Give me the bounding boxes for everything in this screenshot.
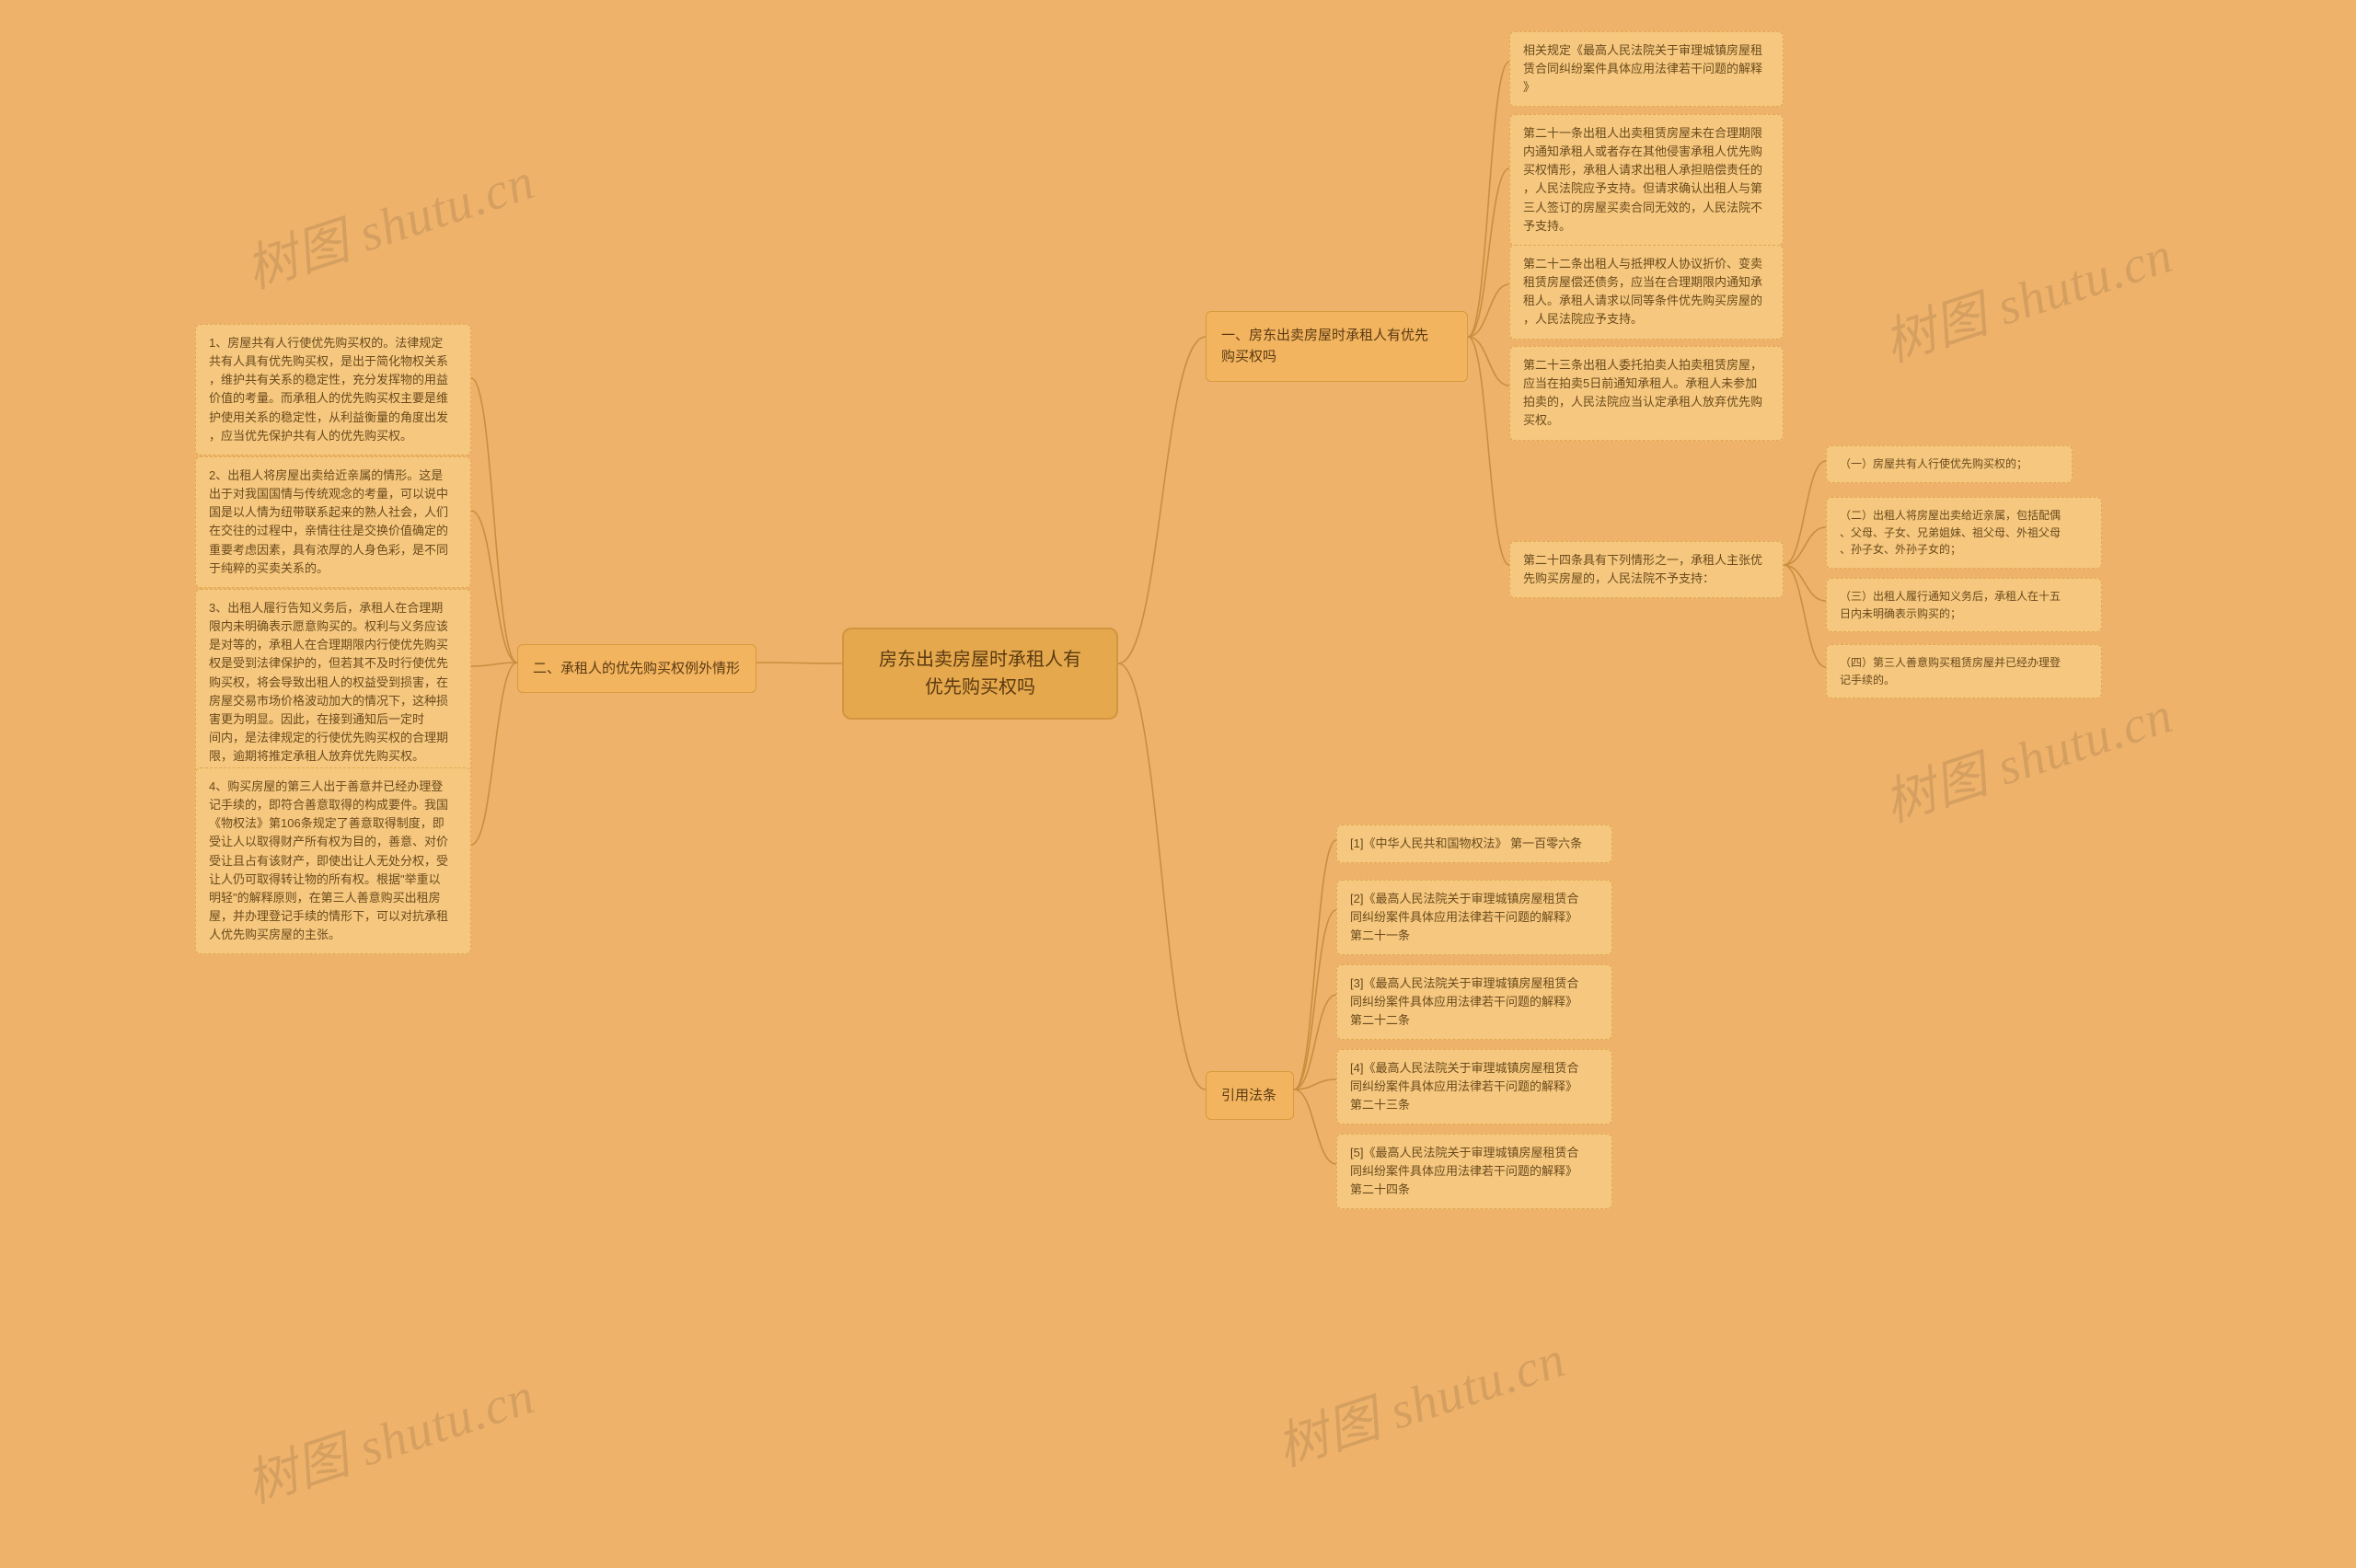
node-b2c4: 4、购买房屋的第三人出于善意并已经办理登 记手续的，即符合善意取得的构成要件。我…: [195, 767, 471, 954]
node-text: 引用法条: [1221, 1088, 1276, 1103]
node-b1c3: 第二十二条出租人与抵押权人协议折价、变卖 租赁房屋偿还债务，应当在合理期限内通知…: [1509, 245, 1784, 340]
connector: [1468, 337, 1509, 565]
connector: [1468, 168, 1509, 337]
root-node: 房东出卖房屋时承租人有 优先购买权吗: [842, 628, 1118, 720]
node-text: 第二十三条出租人委托拍卖人拍卖租赁房屋， 应当在拍卖5日前通知承租人。承租人未参…: [1523, 358, 1762, 427]
connector: [471, 663, 517, 666]
connector: [1294, 1079, 1336, 1090]
node-b2c3: 3、出租人履行告知义务后，承租人在合理期 限内未明确表示愿意购买的。权利与义务应…: [195, 589, 471, 776]
connector: [1118, 337, 1206, 663]
node-b2: 二、承租人的优先购买权例外情形: [517, 644, 756, 693]
node-b3c3: [3]《最高人民法院关于审理城镇房屋租赁合 同纠纷案件具体应用法律若干问题的解释…: [1336, 964, 1612, 1040]
node-text: 房东出卖房屋时承租人有 优先购买权吗: [879, 650, 1081, 698]
connector: [471, 511, 517, 663]
node-text: 第二十二条出租人与抵押权人协议折价、变卖 租赁房屋偿还债务，应当在合理期限内通知…: [1523, 257, 1762, 326]
node-text: 4、购买房屋的第三人出于善意并已经办理登 记手续的，即符合善意取得的构成要件。我…: [209, 779, 448, 941]
connector: [1784, 527, 1826, 565]
node-b1c5a: （一）房屋共有人行使优先购买权的；: [1826, 445, 2073, 483]
mindmap-canvas: 树图 shutu.cn 树图 shutu.cn 树图 shutu.cn 树图 shut…: [0, 0, 2356, 1568]
node-text: （二）出租人将房屋出卖给近亲属，包括配偶 、父母、子女、兄弟姐妹、祖父母、外祖父…: [1840, 509, 2061, 556]
node-text: [1]《中华人民共和国物权法》 第一百零六条: [1350, 836, 1582, 850]
node-b1c5b: （二）出租人将房屋出卖给近亲属，包括配偶 、父母、子女、兄弟姐妹、祖父母、外祖父…: [1826, 497, 2102, 569]
node-b3: 引用法条: [1206, 1071, 1294, 1120]
connector: [1468, 337, 1509, 386]
watermark: 树图 shutu.cn: [1873, 213, 2180, 377]
node-b3c4: [4]《最高人民法院关于审理城镇房屋租赁合 同纠纷案件具体应用法律若干问题的解释…: [1336, 1049, 1612, 1124]
node-text: （一）房屋共有人行使优先购买权的；: [1840, 457, 2027, 470]
node-b1c5c: （三）出租人履行通知义务后，承租人在十五 日内未明确表示购买的；: [1826, 578, 2102, 632]
connector: [1784, 565, 1826, 667]
connector: [1468, 284, 1509, 337]
node-text: [3]《最高人民法院关于审理城镇房屋租赁合 同纠纷案件具体应用法律若干问题的解释…: [1350, 976, 1578, 1027]
node-text: [2]《最高人民法院关于审理城镇房屋租赁合 同纠纷案件具体应用法律若干问题的解释…: [1350, 892, 1578, 942]
node-b1: 一、房东出卖房屋时承租人有优先 购买权吗: [1206, 311, 1468, 382]
node-text: 第二十一条出租人出卖租赁房屋未在合理期限 内通知承租人或者存在其他侵害承租人优先…: [1523, 126, 1762, 233]
connector: [1294, 910, 1336, 1090]
node-text: 一、房东出卖房屋时承租人有优先 购买权吗: [1221, 328, 1428, 364]
node-b1c1: 相关规定《最高人民法院关于审理城镇房屋租 赁合同纠纷案件具体应用法律若干问题的解…: [1509, 31, 1784, 107]
watermark: 树图 shutu.cn: [235, 140, 542, 304]
connector: [1118, 663, 1206, 1090]
connector: [471, 378, 517, 663]
node-b2c2: 2、出租人将房屋出卖给近亲属的情形。这是 出于对我国国情与传统观念的考量，可以说…: [195, 456, 471, 588]
connector: [1294, 995, 1336, 1090]
connector: [1294, 840, 1336, 1090]
connector: [471, 663, 517, 845]
node-text: 相关规定《最高人民法院关于审理城镇房屋租 赁合同纠纷案件具体应用法律若干问题的解…: [1523, 43, 1762, 94]
node-text: （三）出租人履行通知义务后，承租人在十五 日内未明确表示购买的；: [1840, 590, 2061, 620]
node-b3c1: [1]《中华人民共和国物权法》 第一百零六条: [1336, 824, 1612, 863]
node-text: 2、出租人将房屋出卖给近亲属的情形。这是 出于对我国国情与传统观念的考量，可以说…: [209, 468, 448, 575]
node-b1c5d: （四）第三人善意购买租赁房屋并已经办理登 记手续的。: [1826, 644, 2102, 698]
node-text: [5]《最高人民法院关于审理城镇房屋租赁合 同纠纷案件具体应用法律若干问题的解释…: [1350, 1146, 1578, 1196]
node-b1c2: 第二十一条出租人出卖租赁房屋未在合理期限 内通知承租人或者存在其他侵害承租人优先…: [1509, 114, 1784, 246]
watermark: 树图 shutu.cn: [1265, 1318, 1573, 1482]
connector: [1294, 1090, 1336, 1164]
node-b3c2: [2]《最高人民法院关于审理城镇房屋租赁合 同纠纷案件具体应用法律若干问题的解释…: [1336, 880, 1612, 955]
connector: [1784, 461, 1826, 565]
connector: [1784, 565, 1826, 601]
node-b1c4: 第二十三条出租人委托拍卖人拍卖租赁房屋， 应当在拍卖5日前通知承租人。承租人未参…: [1509, 346, 1784, 441]
watermark: 树图 shutu.cn: [235, 1355, 542, 1518]
node-b2c1: 1、房屋共有人行使优先购买权的。法律规定 共有人具有优先购买权，是出于简化物权关…: [195, 324, 471, 455]
connector: [1468, 62, 1509, 337]
node-b3c5: [5]《最高人民法院关于审理城镇房屋租赁合 同纠纷案件具体应用法律若干问题的解释…: [1336, 1134, 1612, 1209]
node-text: 3、出租人履行告知义务后，承租人在合理期 限内未明确表示愿意购买的。权利与义务应…: [209, 601, 448, 763]
node-text: 二、承租人的优先购买权例外情形: [533, 661, 740, 676]
node-text: 第二十四条具有下列情形之一，承租人主张优 先购买房屋的，人民法院不予支持：: [1523, 553, 1762, 585]
node-text: [4]《最高人民法院关于审理城镇房屋租赁合 同纠纷案件具体应用法律若干问题的解释…: [1350, 1061, 1578, 1112]
node-text: 1、房屋共有人行使优先购买权的。法律规定 共有人具有优先购买权，是出于简化物权关…: [209, 336, 448, 443]
node-b1c5: 第二十四条具有下列情形之一，承租人主张优 先购买房屋的，人民法院不予支持：: [1509, 541, 1784, 598]
node-text: （四）第三人善意购买租赁房屋并已经办理登 记手续的。: [1840, 656, 2061, 686]
